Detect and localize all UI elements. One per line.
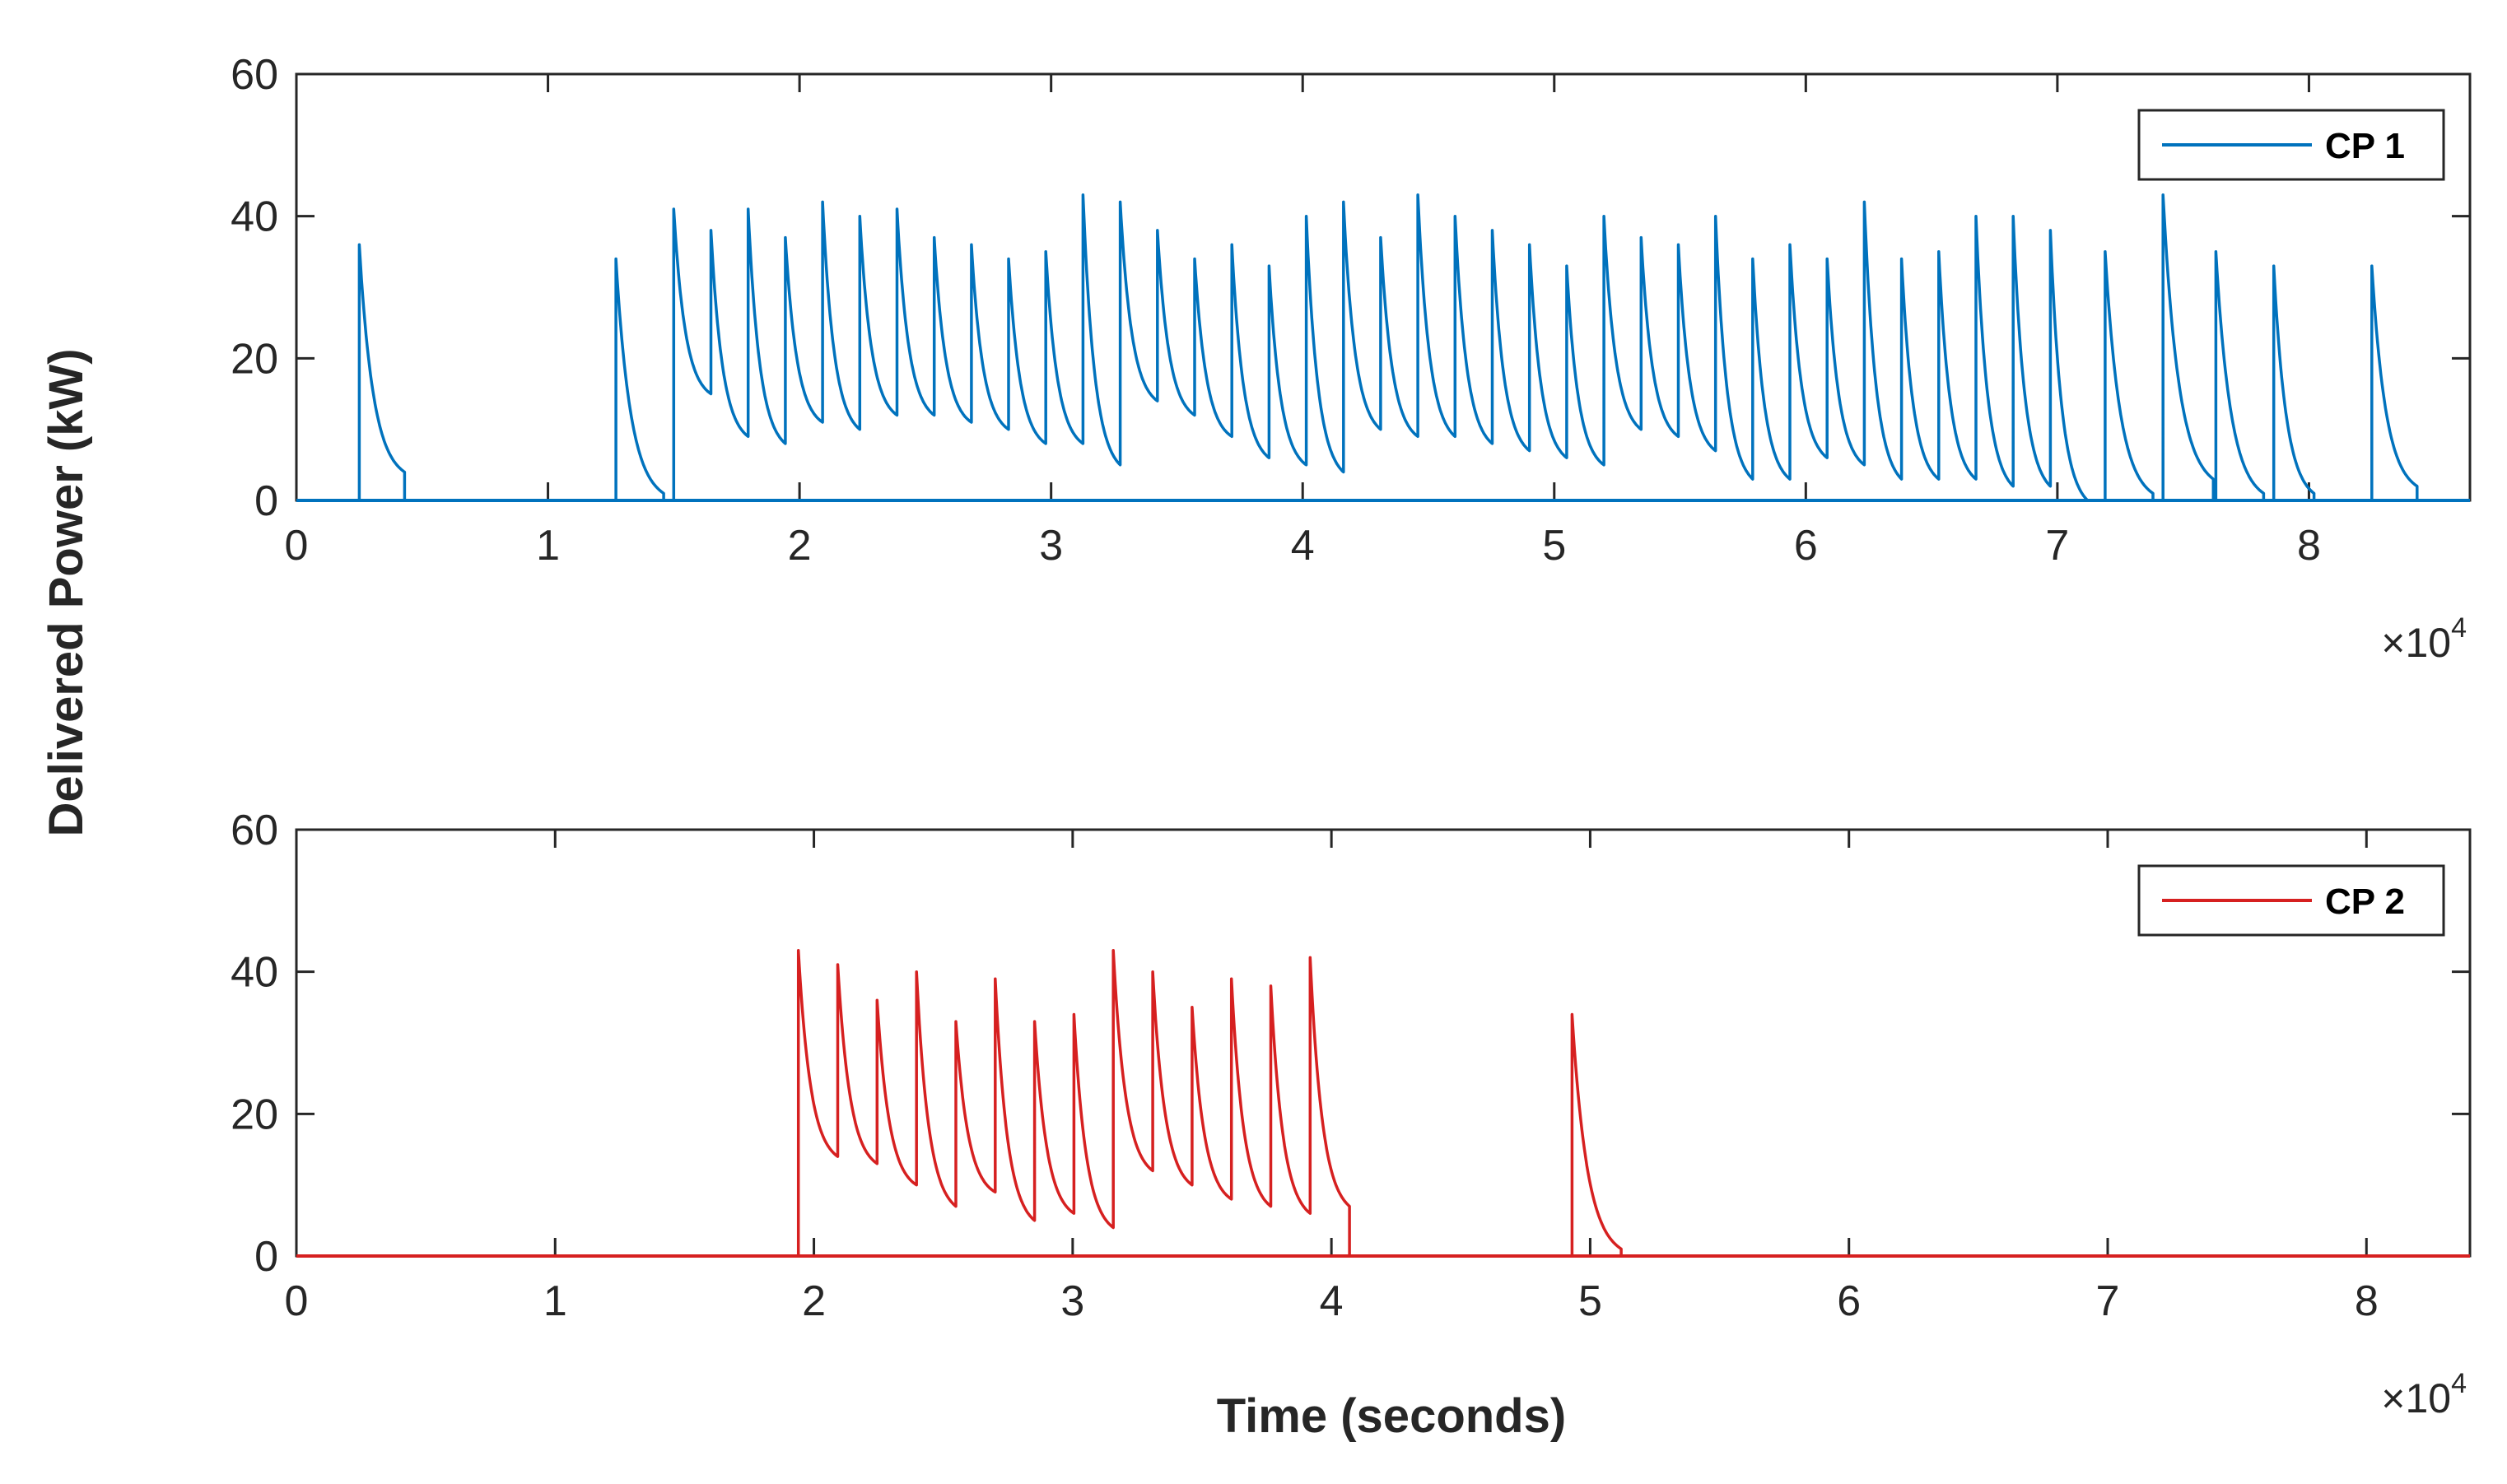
x-tick-label: 8 <box>2297 522 2321 570</box>
x-tick-label: 3 <box>1060 1277 1084 1325</box>
charging-session-line <box>2370 264 2419 500</box>
x-tick-label: 5 <box>1542 522 1566 570</box>
x-tick-label: 0 <box>285 522 309 570</box>
x-tick-label: 5 <box>1578 1277 1602 1325</box>
y-tick-label: 60 <box>231 807 278 854</box>
legend-label: CP 1 <box>2325 126 2405 166</box>
y-tick-label: 40 <box>231 193 278 241</box>
subplot-cp2: 0 20 40 60 0 1 2 3 4 5 6 7 8×104 CP 2 <box>231 807 2472 1421</box>
y-tick-label: 60 <box>231 51 278 99</box>
x-tick-label: 2 <box>788 522 812 570</box>
x-axis-label: Time (seconds) <box>1217 1389 1566 1443</box>
charging-session-line <box>796 949 1351 1256</box>
charging-session-line <box>2161 193 2216 500</box>
y-axis-label: Delivered Power (kW) <box>40 348 93 836</box>
y-tick-label: 20 <box>231 335 278 383</box>
x-tick-label: 1 <box>536 522 560 570</box>
x-tick-label: 4 <box>1320 1277 1344 1325</box>
x-tick-label: 0 <box>285 1277 309 1325</box>
x-tick-label: 4 <box>1291 522 1315 570</box>
x-tick-label: 7 <box>2045 522 2069 570</box>
x-tick-label: 8 <box>2355 1277 2379 1325</box>
y-tick-label: 0 <box>254 1233 278 1281</box>
charging-session-line <box>357 243 407 500</box>
x-tick-label: 6 <box>1837 1277 1861 1325</box>
x-multiplier-label: ×104 <box>2381 1368 2467 1421</box>
y-tick-label: 20 <box>231 1091 278 1138</box>
x-tick-label: 3 <box>1039 522 1063 570</box>
charging-session-line <box>2214 250 2266 500</box>
charging-session-line <box>1570 1012 1623 1256</box>
y-tick-label: 0 <box>254 477 278 525</box>
charging-session-line <box>672 193 2089 502</box>
subplot-cp1: 0 20 40 60 0 1 2 3 4 5 6 7 8 ×104 CP 1 <box>231 51 2472 666</box>
x-tick-label: 7 <box>2096 1277 2120 1325</box>
charging-session-line <box>2104 250 2155 500</box>
legend-label: CP 2 <box>2325 882 2405 922</box>
x-tick-label: 1 <box>543 1277 567 1325</box>
charging-session-line <box>2272 264 2316 500</box>
x-multiplier-label: ×104 <box>2381 612 2467 666</box>
x-tick-label: 6 <box>1794 522 1818 570</box>
y-tick-label: 40 <box>231 949 278 997</box>
x-tick-label: 2 <box>802 1277 826 1325</box>
charging-session-line <box>614 257 665 500</box>
